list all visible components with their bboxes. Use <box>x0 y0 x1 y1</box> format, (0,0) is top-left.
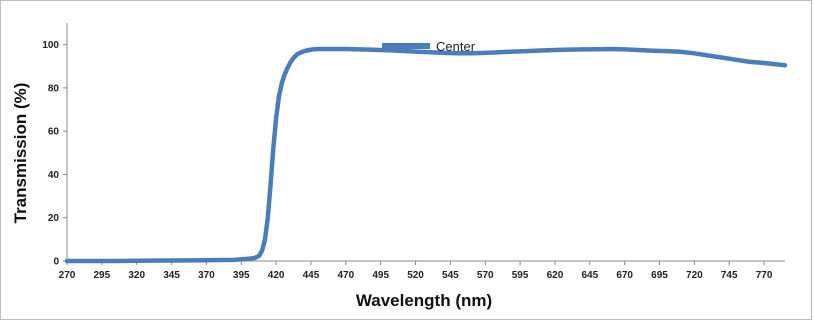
x-tick-label: 720 <box>686 270 703 281</box>
x-tick-label: 545 <box>442 270 459 281</box>
x-tick-label: 570 <box>477 270 494 281</box>
x-tick-label: 620 <box>547 270 564 281</box>
legend-swatch-center <box>382 43 430 49</box>
x-tick-label: 395 <box>233 270 250 281</box>
x-tick-label: 370 <box>198 270 215 281</box>
y-tick-label: 20 <box>48 213 60 224</box>
y-tick-label: 60 <box>48 127 60 138</box>
x-tick-label: 345 <box>163 270 180 281</box>
x-tick-label: 595 <box>512 270 529 281</box>
legend: Center <box>382 39 476 54</box>
x-tick-label: 645 <box>581 270 598 281</box>
series-area <box>64 46 788 264</box>
x-tick-label: 445 <box>303 270 320 281</box>
x-tick-label: 670 <box>616 270 633 281</box>
y-tick-label: 100 <box>42 40 59 51</box>
y-axis: 0 20 40 60 80 100 <box>42 23 68 268</box>
x-tick-label: 770 <box>756 270 773 281</box>
x-tick-label: 270 <box>59 270 76 281</box>
y-tick-label: 80 <box>48 83 60 94</box>
x-tick-label: 320 <box>128 270 145 281</box>
y-axis-title: Transmission (%) <box>11 83 30 224</box>
x-tick-label: 495 <box>372 270 389 281</box>
x-tick-label: 295 <box>94 270 111 281</box>
x-tick-label: 695 <box>651 270 668 281</box>
x-axis: 270 295 320 345 370 395 420 445 470 495 520 545 570 5… <box>59 260 785 281</box>
x-tick-label: 520 <box>407 270 424 281</box>
y-tick-label: 40 <box>48 170 60 181</box>
x-tick-label: 420 <box>268 270 285 281</box>
series-line-center <box>64 46 788 264</box>
x-axis-title: Wavelength (nm) <box>356 291 492 310</box>
x-tick-label: 470 <box>337 270 354 281</box>
legend-label-center: Center <box>436 39 476 54</box>
x-tick-label: 745 <box>721 270 738 281</box>
y-tick-label: 0 <box>53 257 59 268</box>
